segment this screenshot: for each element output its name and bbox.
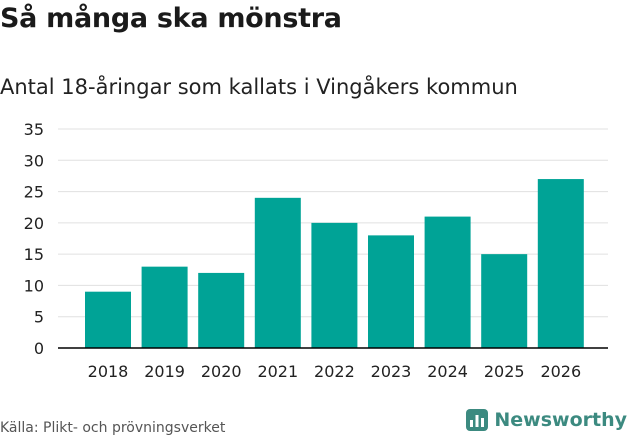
bar-2019[interactable]	[141, 266, 188, 348]
x-axis-labels: 2018 2019 2020 2021 2022 2023 2024 2025 2026	[88, 362, 582, 381]
x-tick-label: 2022	[314, 362, 355, 381]
y-axis-labels: 0 5 10 15 20 25 30 35	[24, 120, 44, 358]
x-tick-label: 2026	[540, 362, 581, 381]
y-tick-label: 10	[24, 276, 44, 295]
x-tick-label: 2019	[144, 362, 185, 381]
bars	[85, 179, 584, 348]
bar-2026[interactable]	[537, 179, 584, 348]
bar-2023[interactable]	[368, 235, 414, 348]
x-tick-label: 2024	[427, 362, 468, 381]
bar-2024[interactable]	[424, 216, 471, 348]
chart-title: Så många ska mönstra	[0, 3, 342, 34]
y-tick-label: 0	[34, 339, 44, 358]
y-tick-label: 15	[24, 245, 44, 264]
bar-2025[interactable]	[481, 254, 528, 348]
y-tick-label: 35	[24, 120, 44, 139]
x-tick-label: 2023	[371, 362, 412, 381]
y-tick-label: 25	[24, 183, 44, 202]
brand-name: Newsworthy	[494, 409, 627, 431]
x-tick-label: 2021	[257, 362, 298, 381]
bar-2018[interactable]	[85, 291, 131, 348]
x-tick-label: 2025	[484, 362, 525, 381]
x-tick-label: 2018	[88, 362, 129, 381]
y-tick-label: 5	[34, 308, 44, 327]
newsworthy-logo-icon	[466, 409, 489, 431]
chart-subtitle: Antal 18-åringar som kallats i Vingåkers…	[0, 75, 518, 99]
bar-2020[interactable]	[198, 272, 245, 348]
x-tick-label: 2020	[201, 362, 242, 381]
brand-logo[interactable]: Newsworthy	[466, 409, 627, 431]
y-tick-label: 20	[24, 214, 44, 233]
source-note: Källa: Plikt- och prövningsverket	[0, 420, 226, 436]
y-tick-label: 30	[24, 151, 44, 170]
bar-2022[interactable]	[311, 222, 358, 348]
bar-2021[interactable]	[254, 197, 301, 348]
